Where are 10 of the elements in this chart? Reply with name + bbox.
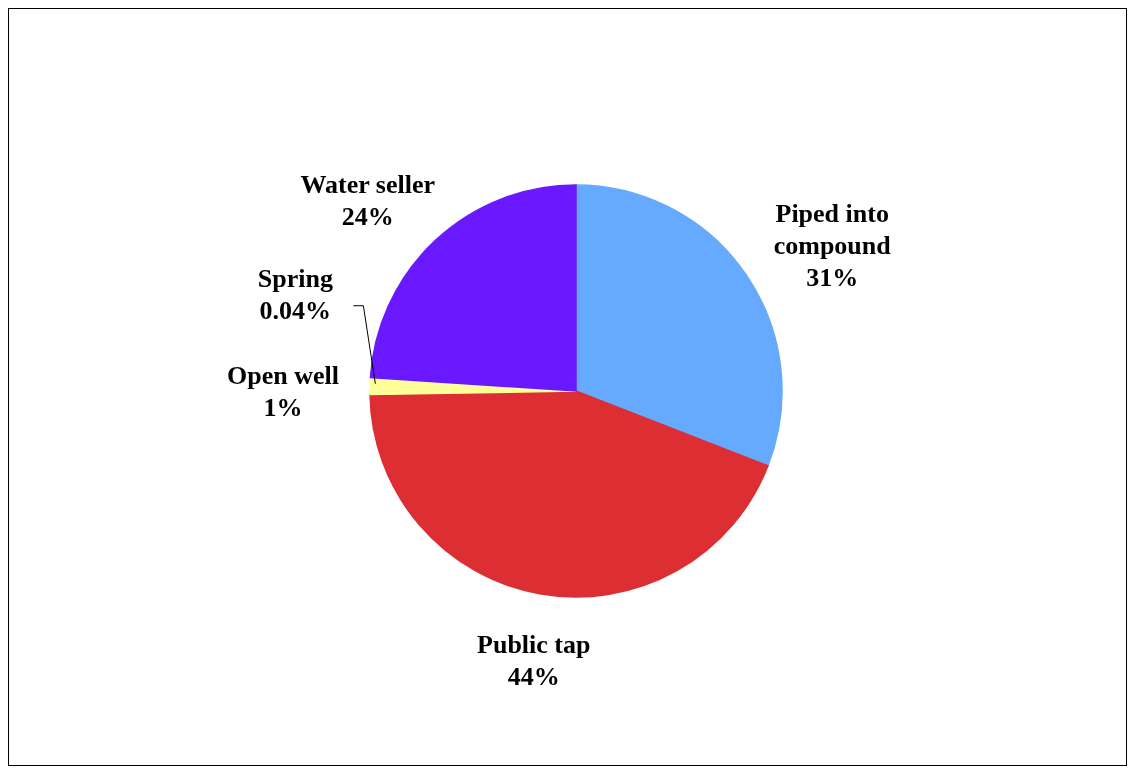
slice-label: Public tap (477, 629, 591, 659)
slice-label: Open well (227, 360, 340, 390)
slice-label: Water seller (300, 169, 436, 199)
data-label: 31% (806, 262, 859, 292)
slice-label: Piped into compound (773, 198, 892, 260)
data-label: 44% (507, 661, 560, 691)
data-label: 1% (263, 392, 303, 422)
slice-label: Spring (257, 263, 333, 293)
data-label: 0.04% (259, 295, 332, 325)
data-label: 24% (341, 201, 394, 231)
